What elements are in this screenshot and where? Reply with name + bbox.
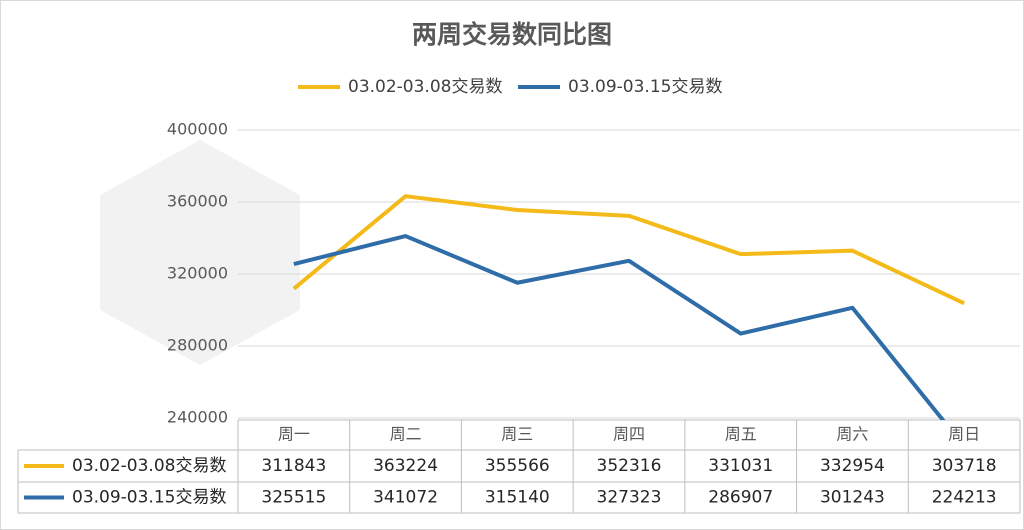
table-row-label: 03.02-03.08交易数 [72,456,226,476]
legend-label: 03.02-03.08交易数 [348,77,502,97]
table-cell: 331031 [708,456,773,476]
y-tick-label: 240000 [167,408,228,427]
x-tick-label: 周四 [613,425,645,444]
watermark-logo [100,140,300,365]
table-cell: 311843 [261,456,326,476]
table-cell: 327323 [597,488,662,508]
table-cell: 355566 [485,456,550,476]
series-line [293,234,946,420]
x-tick-label: 周五 [725,425,757,444]
table-cell: 224213 [932,488,997,508]
table-cell: 332954 [820,456,885,476]
table-cell: 315140 [485,488,550,508]
table-cell: 325515 [261,488,326,508]
chart-title: 两周交易数同比图 [412,20,612,49]
plot: 240000 280000 320000 360000 400000 03.02-03.0… [17,77,1021,514]
x-tick-label: 周二 [390,425,422,444]
legend-label: 03.09-03.15交易数 [568,77,722,97]
table-row-label: 03.09-03.15交易数 [72,488,226,508]
table-cell: 303718 [932,456,997,476]
series-line [292,194,965,306]
x-tick-label: 周六 [836,425,868,444]
y-tick-label: 320000 [167,264,228,283]
table-cell: 301243 [820,488,885,508]
x-tick-label: 周日 [948,425,980,444]
table-cell: 352316 [597,456,662,476]
y-tick-label: 360000 [167,192,228,211]
x-tick-label: 周一 [278,425,310,444]
x-tick-label: 周三 [501,425,533,444]
table-cell: 286907 [708,488,773,508]
y-tick-label: 280000 [167,336,228,355]
table-cell: 363224 [373,456,438,476]
table-cell: 341072 [373,488,438,508]
watermark [100,140,300,365]
y-tick-label: 400000 [167,120,228,139]
